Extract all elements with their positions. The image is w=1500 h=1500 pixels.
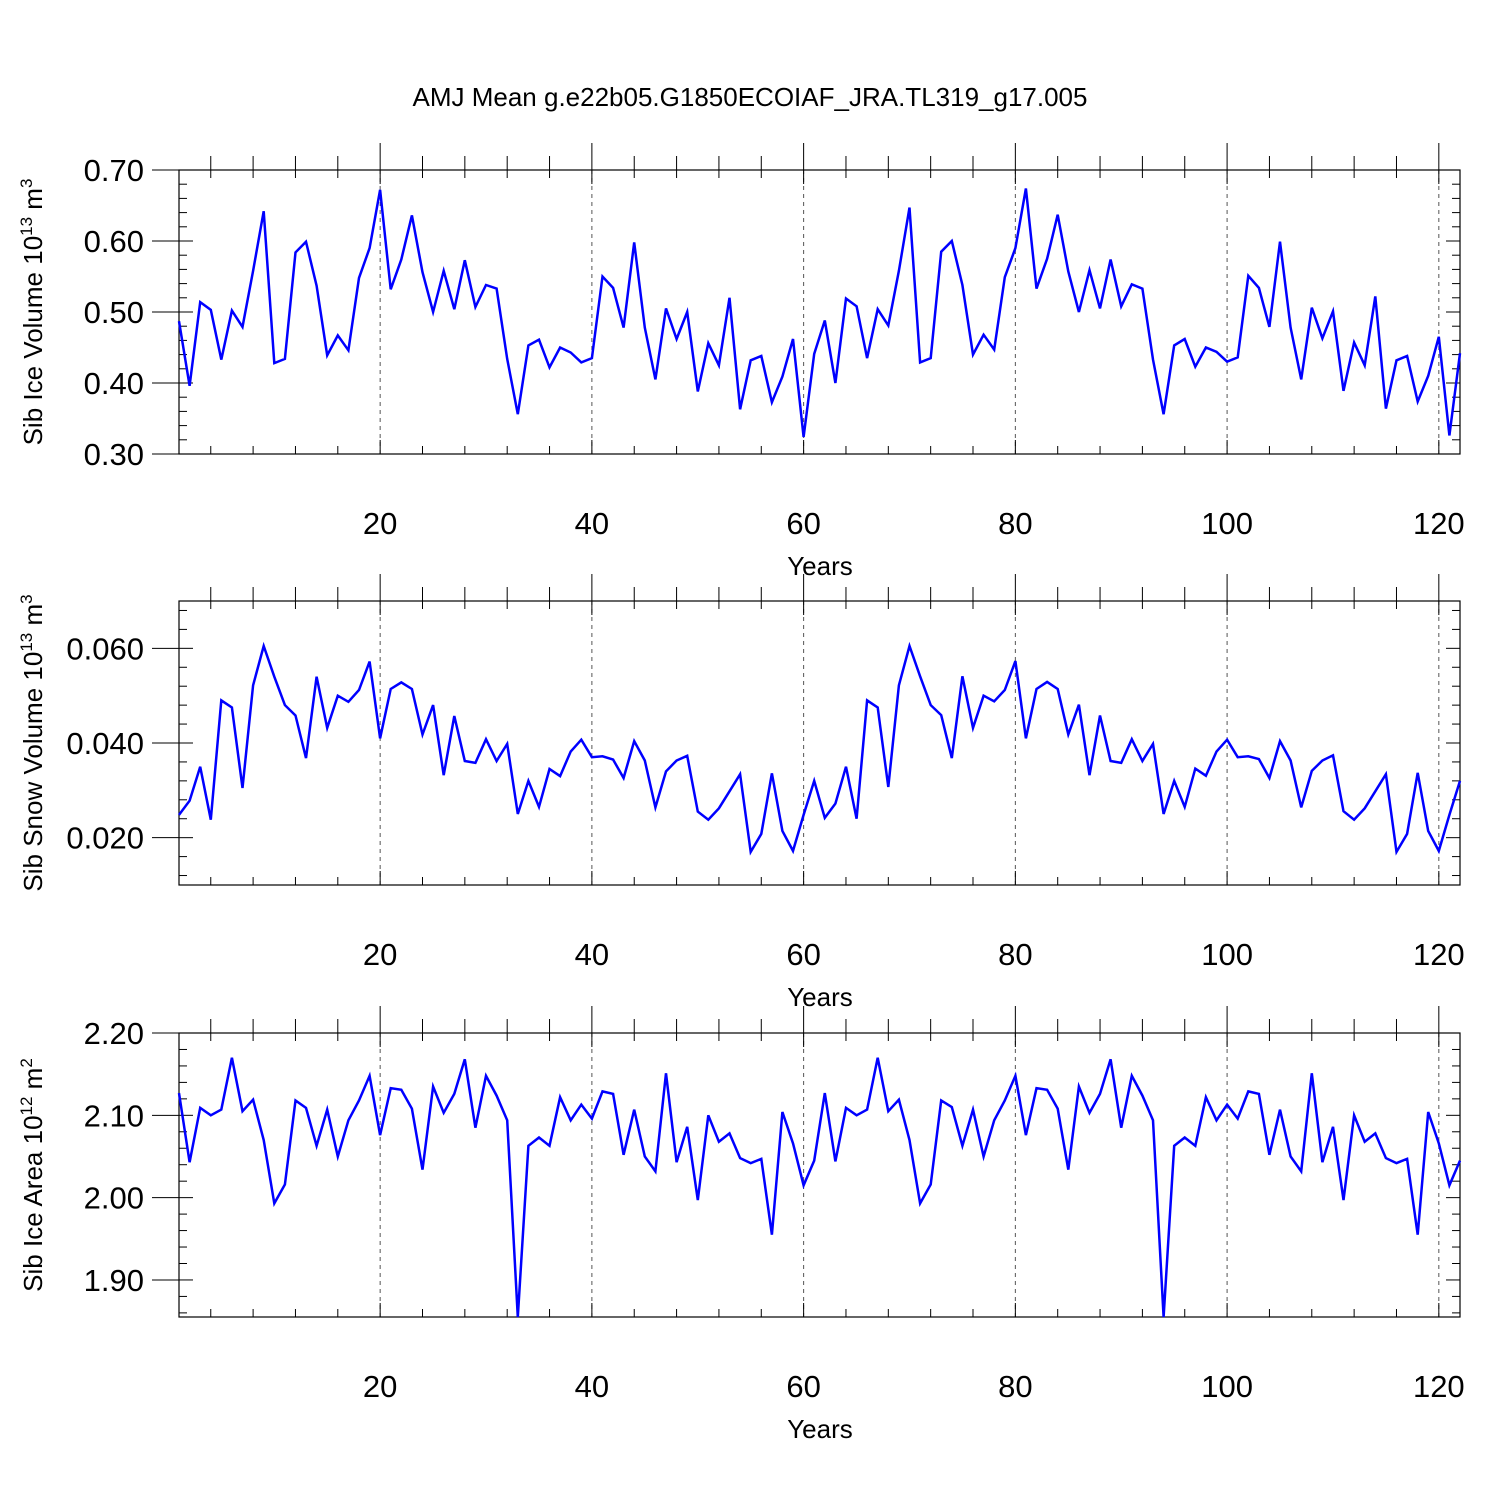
x-tick-label: 20 [363,937,397,972]
y-axis-title: Sib Ice Volume 1013 m3 [17,179,48,446]
x-axis-title: Years [787,982,853,1012]
x-tick-label: 40 [575,1369,609,1404]
y-tick-label: 2.20 [84,1016,144,1051]
x-axis-title: Years [787,1414,853,1444]
y-tick-label: 0.60 [84,224,144,259]
x-tick-label: 100 [1201,937,1253,972]
x-axis-title: Years [787,551,853,581]
y-axis-title: Sib Ice Area 1012 m2 [17,1058,48,1292]
x-tick-label: 40 [575,937,609,972]
series-line [177,188,1462,438]
x-tick-label: 80 [998,506,1032,541]
y-tick-label: 0.70 [84,153,144,188]
plot-frame [178,1032,1461,1318]
x-tick-label: 60 [786,506,820,541]
x-tick-label: 80 [998,937,1032,972]
x-tick-label: 60 [786,937,820,972]
series-line [177,1057,1462,1318]
x-tick-label: 20 [363,506,397,541]
plot-frame [178,169,1461,455]
y-tick-label: 2.10 [84,1098,144,1133]
y-tick-label: 0.30 [84,437,144,472]
y-tick-label: 0.040 [66,726,144,761]
y-tick-label: 1.90 [84,1263,144,1298]
x-tick-label: 100 [1201,1369,1253,1404]
y-tick-label: 0.50 [84,295,144,330]
x-tick-label: 120 [1413,1369,1465,1404]
x-tick-label: 100 [1201,506,1253,541]
x-tick-label: 120 [1413,506,1465,541]
y-tick-label: 0.020 [66,821,144,856]
y-tick-label: 0.40 [84,366,144,401]
x-tick-label: 20 [363,1369,397,1404]
chart-title: AMJ Mean g.e22b05.G1850ECOIAF_JRA.TL319_… [413,82,1088,112]
y-tick-label: 0.060 [66,631,144,666]
x-tick-label: 120 [1413,937,1465,972]
series-line [177,641,1462,856]
y-axis-title: Sib Snow Volume 1013 m3 [17,594,48,891]
x-tick-label: 80 [998,1369,1032,1404]
panel-1: 0.30 0.40 0.50 0.60 0.70 20 40 60 80 100 120 Years S… [17,143,1465,581]
x-tick-label: 60 [786,1369,820,1404]
y-tick-label: 2.00 [84,1181,144,1216]
x-tick-label: 40 [575,506,609,541]
panel-2: 0.020 0.040 0.060 20 40 60 80 100 120 Years Sib Sn… [17,574,1465,1012]
plot-frame [178,600,1461,886]
panel-3: 1.90 2.00 2.10 2.20 20 40 60 80 100 120 Years Sib I… [17,1006,1465,1444]
